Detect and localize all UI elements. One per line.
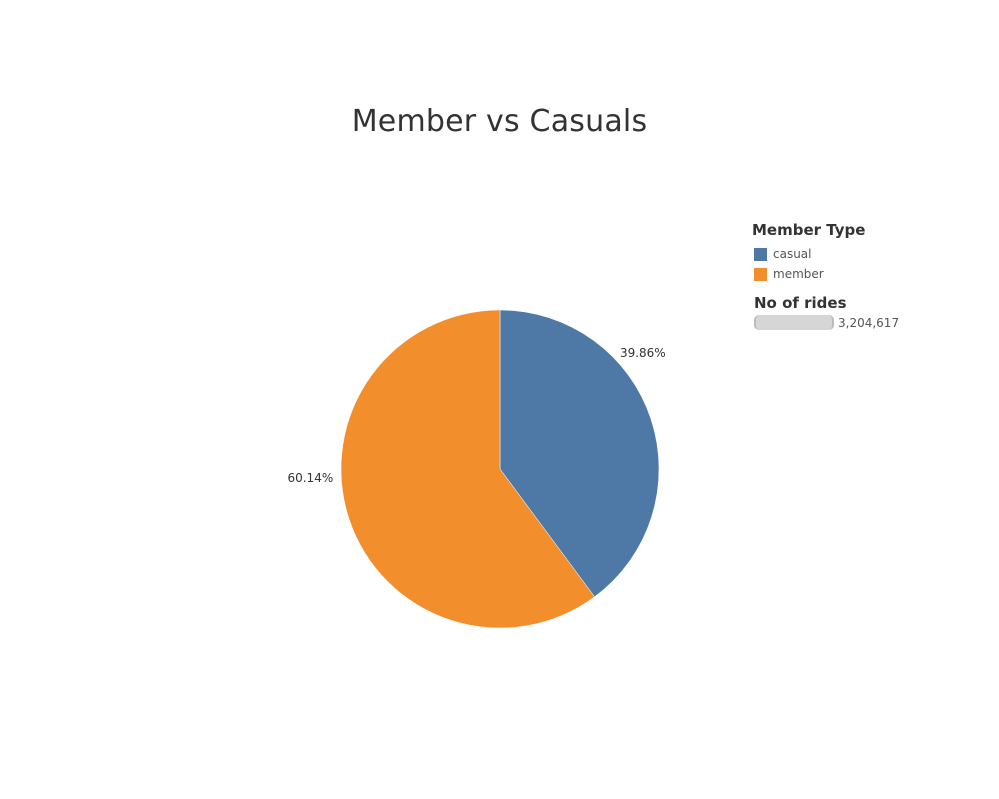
- size-legend-title: No of rides: [754, 294, 847, 312]
- legend-item-member[interactable]: member: [752, 264, 952, 284]
- pie-labels: 39.86% 60.14%: [287, 346, 665, 485]
- chart-title: Member vs Casuals: [351, 104, 648, 139]
- size-legend-row: 3,204,617: [754, 315, 974, 330]
- pie-slices: [340, 309, 660, 629]
- legend-swatch-member: [754, 267, 767, 281]
- pie-label-casual: 39.86%: [620, 346, 666, 360]
- legend-item-casual[interactable]: casual: [752, 244, 952, 264]
- legend-label-member: member: [773, 267, 824, 281]
- legend-swatch-casual: [754, 247, 767, 261]
- pie-slice-casual[interactable]: [499, 309, 660, 598]
- legend-label-casual: casual: [773, 247, 812, 261]
- pie-label-member: 60.14%: [287, 471, 333, 485]
- size-legend-value: 3,204,617: [838, 315, 900, 330]
- size-legend: No of rides 3,204,617: [754, 294, 974, 330]
- color-legend: Member Type casual member: [752, 221, 952, 284]
- legend-title: Member Type: [752, 221, 866, 239]
- pie-slice-member[interactable]: [340, 309, 595, 629]
- size-legend-bar: [754, 315, 834, 330]
